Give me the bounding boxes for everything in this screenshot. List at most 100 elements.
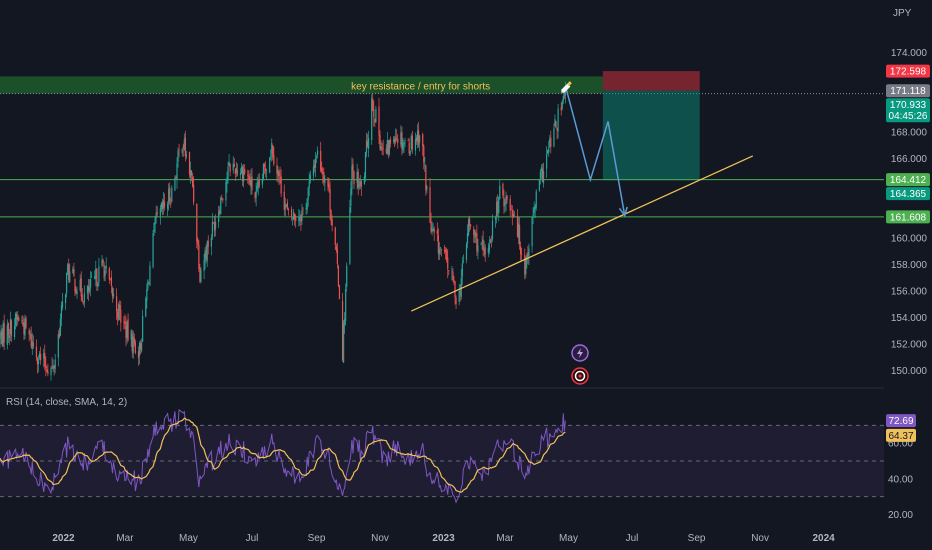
candle [133, 333, 135, 347]
candle [403, 139, 405, 153]
candle [487, 242, 489, 258]
time-tick-label: May [179, 533, 198, 544]
rsi-pane [0, 409, 884, 504]
candle [53, 364, 55, 376]
candle [94, 270, 96, 280]
candle [60, 301, 63, 327]
price-tag-label: 164.412 [890, 175, 927, 186]
rsi-tick-label: 40.00 [888, 474, 913, 485]
candle [410, 133, 412, 152]
candle [510, 204, 512, 211]
lightning-icon[interactable] [571, 344, 589, 362]
candle [452, 268, 454, 282]
target-icon[interactable] [571, 367, 589, 385]
candle [372, 93, 374, 112]
resistance-zone-box[interactable] [0, 76, 603, 94]
candle [220, 196, 222, 215]
rsi-line [0, 409, 566, 504]
candle [290, 206, 293, 221]
candle [409, 150, 411, 156]
price-axis[interactable]: 174.000 168.000 166.000 160.000 158.000 156.0… [891, 48, 928, 377]
candle [236, 163, 238, 177]
candle [430, 212, 432, 234]
candle [193, 175, 195, 206]
candle [525, 256, 527, 279]
candle [561, 99, 563, 111]
candle [178, 143, 180, 158]
candle [488, 236, 490, 255]
candle [465, 241, 468, 264]
candle [400, 125, 402, 148]
pencil-icon[interactable] [561, 81, 572, 93]
candle [235, 162, 237, 178]
candle [453, 275, 455, 285]
candle [470, 224, 472, 230]
candle [307, 186, 309, 207]
candle [250, 169, 252, 195]
candle [298, 209, 300, 227]
candle [222, 197, 224, 203]
candle [263, 162, 266, 174]
candle [498, 196, 500, 222]
forecast-path-layer[interactable] [564, 85, 628, 218]
candle [504, 199, 506, 213]
time-axis[interactable]: 2022 Mar May Jul Sep Nov 2023 Mar May Jul Sep Nov 20… [52, 533, 835, 544]
candle [521, 247, 523, 261]
annotation-key-resistance[interactable]: key resistance / entry for shorts [351, 82, 490, 93]
time-tick-label: 2024 [812, 533, 835, 544]
candle [247, 169, 249, 184]
time-tick-label: Nov [371, 533, 389, 544]
candle [196, 203, 198, 249]
candle [330, 209, 332, 226]
candle [346, 262, 348, 292]
candle [397, 133, 399, 149]
horizontal-levels[interactable] [0, 179, 884, 218]
candle [6, 319, 8, 350]
candle [271, 138, 273, 162]
candle [360, 180, 362, 196]
take-profit-zone[interactable] [602, 90, 700, 181]
candle [503, 189, 505, 214]
rsi-value-label: 72.69 [888, 416, 913, 427]
candle [327, 177, 329, 192]
candle [375, 106, 377, 123]
price-tag-label: 161.608 [890, 212, 927, 223]
time-tick-label: 2022 [52, 533, 75, 544]
support-trendline[interactable] [411, 155, 754, 312]
candle [437, 228, 439, 260]
candle [315, 154, 318, 164]
candle [468, 215, 471, 232]
candle [112, 288, 115, 299]
candle [176, 157, 178, 189]
candle [286, 199, 288, 211]
candle [295, 214, 297, 228]
candle [155, 205, 157, 224]
candle [255, 182, 257, 207]
candle [407, 138, 409, 142]
candle [381, 142, 383, 155]
rsi-value-tag-0: 72.69 [886, 414, 916, 428]
candle [555, 120, 557, 129]
candle [210, 234, 212, 256]
candle [373, 100, 375, 127]
candle [139, 340, 142, 355]
short-position-tool[interactable] [602, 71, 700, 181]
candle [276, 157, 278, 182]
candle [542, 162, 545, 188]
candle [336, 242, 338, 269]
stop-loss-zone[interactable] [602, 71, 700, 91]
rsi-title[interactable]: RSI (14, close, SMA, 14, 2) [6, 397, 127, 408]
candle [67, 262, 69, 276]
candle [358, 178, 360, 190]
candle [29, 329, 31, 340]
forecast-path-line[interactable] [564, 85, 626, 216]
candle [312, 159, 315, 181]
price-tick-label: 174.000 [891, 48, 928, 59]
candle [337, 264, 339, 288]
candle [138, 341, 141, 365]
candle [366, 133, 369, 149]
candle [249, 173, 251, 186]
trendline-layer[interactable] [411, 155, 754, 312]
